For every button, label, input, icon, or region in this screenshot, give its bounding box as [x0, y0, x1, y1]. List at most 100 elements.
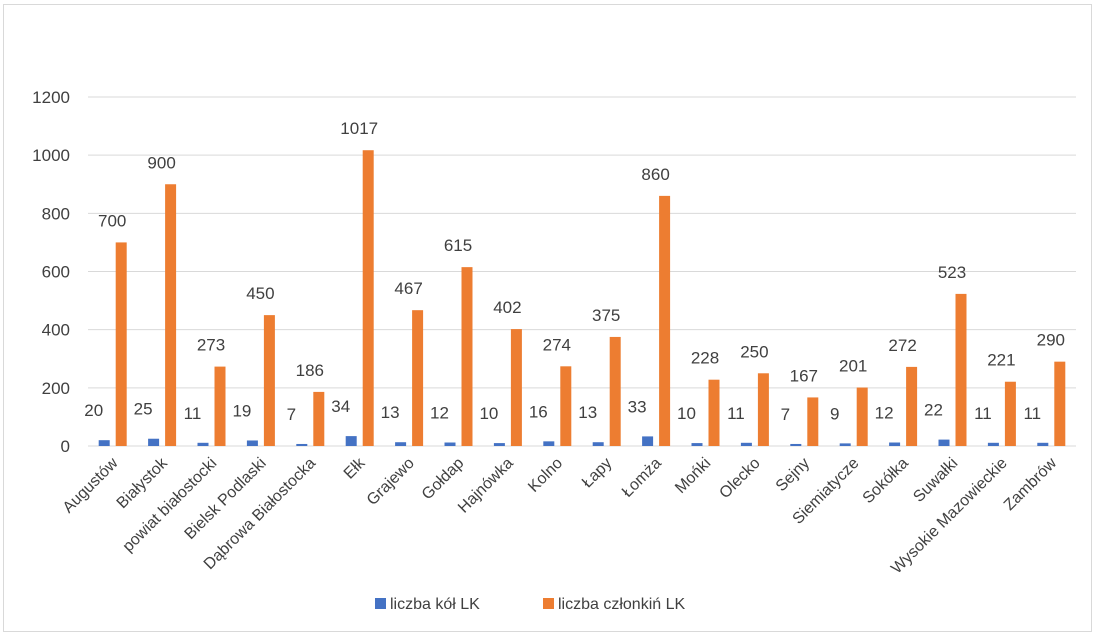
data-label: 186: [296, 361, 324, 380]
bar-czlonkin: [659, 195, 671, 446]
bar-czlonkin: [263, 315, 275, 446]
category-label: Grajewo: [364, 455, 418, 509]
legend-swatch: [375, 598, 386, 609]
data-label: 25: [134, 400, 153, 419]
data-label: 10: [677, 404, 696, 423]
bar-kol: [444, 442, 456, 446]
bar-czlonkin: [412, 310, 424, 446]
bar-kol: [839, 443, 851, 446]
data-label: 33: [628, 397, 647, 416]
data-label: 523: [938, 263, 966, 282]
category-label: Kolno: [525, 455, 566, 496]
bar-czlonkin: [955, 293, 967, 446]
bar-czlonkin: [708, 379, 720, 446]
data-label: 700: [98, 211, 126, 230]
data-label: 13: [578, 403, 597, 422]
bar-kol: [691, 443, 703, 446]
data-label: 1017: [340, 119, 378, 138]
bar-kol: [1037, 442, 1049, 446]
bar-kol: [148, 438, 160, 446]
bar-kol: [740, 442, 752, 446]
bar-kol: [938, 439, 950, 446]
category-label: powiat białostocki: [120, 455, 221, 556]
bar-czlonkin: [461, 267, 473, 446]
bar-czlonkin: [1054, 361, 1066, 446]
bar-czlonkin: [807, 397, 819, 446]
data-label: 900: [147, 153, 175, 172]
category-label: Suwałki: [910, 455, 961, 506]
data-label: 167: [790, 366, 818, 385]
y-tick-label: 400: [42, 321, 70, 340]
gridlines: [88, 96, 1076, 447]
category-label: Zambrów: [1001, 454, 1060, 513]
legend: liczba kół LK liczba członkiń LK: [375, 596, 686, 613]
bar-czlonkin: [1004, 381, 1016, 446]
bar-czlonkin: [362, 150, 374, 446]
data-label: 290: [1037, 331, 1065, 350]
bars: [98, 150, 1066, 446]
legend-label: liczba kół LK: [390, 596, 480, 613]
bar-kol: [592, 442, 604, 446]
bar-kol: [493, 443, 505, 446]
category-label: Łapy: [579, 455, 616, 492]
data-label: 272: [888, 336, 916, 355]
bar-czlonkin: [214, 366, 226, 446]
bar-kol: [197, 442, 209, 446]
data-label: 402: [493, 298, 521, 317]
data-label: 11: [727, 404, 745, 423]
data-label: 16: [529, 402, 548, 421]
category-label: Łomża: [619, 455, 665, 501]
bar-czlonkin: [856, 387, 868, 446]
bar-czlonkin: [757, 373, 769, 446]
bar-czlonkin: [560, 366, 572, 446]
data-label: 860: [641, 165, 669, 184]
y-tick-label: 1200: [32, 88, 70, 107]
bar-kol: [246, 440, 258, 446]
y-tick-label: 800: [42, 204, 70, 223]
bar-kol: [790, 443, 802, 446]
data-label: 34: [331, 397, 350, 416]
bar-kol: [296, 443, 308, 446]
category-label: Olecko: [716, 455, 763, 502]
data-label: 11: [184, 404, 202, 423]
category-label: Sokółka: [860, 455, 912, 507]
bar-kol: [98, 440, 110, 446]
category-label: Sejny: [773, 455, 813, 495]
data-label: 10: [479, 404, 498, 423]
y-tick-label: 600: [42, 263, 70, 282]
data-label: 13: [381, 403, 400, 422]
data-label: 7: [781, 405, 790, 424]
category-label: Gołdap: [419, 455, 468, 504]
data-label: 375: [592, 306, 620, 325]
category-label: Mońki: [672, 455, 714, 497]
bar-czlonkin: [510, 329, 522, 446]
data-label: 20: [84, 401, 103, 420]
y-tick-label: 1000: [32, 146, 70, 165]
bar-kol: [395, 442, 407, 446]
bar-kol: [543, 441, 555, 446]
data-label: 12: [430, 404, 449, 423]
data-label: 9: [830, 404, 839, 423]
data-label: 7: [287, 405, 296, 424]
y-axis-ticks: 0 200 400 600 800 1000 1200: [32, 88, 70, 456]
bar-czlonkin: [609, 336, 621, 446]
data-label: 228: [691, 349, 719, 368]
data-label: 221: [987, 351, 1015, 370]
data-label: 19: [232, 401, 251, 420]
data-label: 22: [924, 401, 943, 420]
data-labels: 20 700 25 900 11 273 19 450 7 186 34 1017 13 467 12 615…: [84, 119, 1065, 424]
data-label: 250: [740, 342, 768, 361]
bar-chart: 0 200 400 600 800 1000 1200 20 700 25 900 11 273 19 4…: [32, 88, 1076, 613]
data-label: 201: [839, 357, 867, 376]
chart-frame: 0 200 400 600 800 1000 1200 20 700 25 900 11 273 19 4…: [3, 4, 1092, 632]
y-tick-label: 0: [61, 437, 70, 456]
bar-kol: [889, 442, 901, 446]
bar-czlonkin: [165, 184, 177, 446]
data-label: 450: [246, 284, 274, 303]
bar-czlonkin: [906, 366, 918, 446]
category-label: Ełk: [341, 454, 369, 482]
category-label: Augustów: [60, 454, 122, 516]
data-label: 274: [543, 335, 571, 354]
legend-label: liczba członkiń LK: [558, 596, 686, 613]
